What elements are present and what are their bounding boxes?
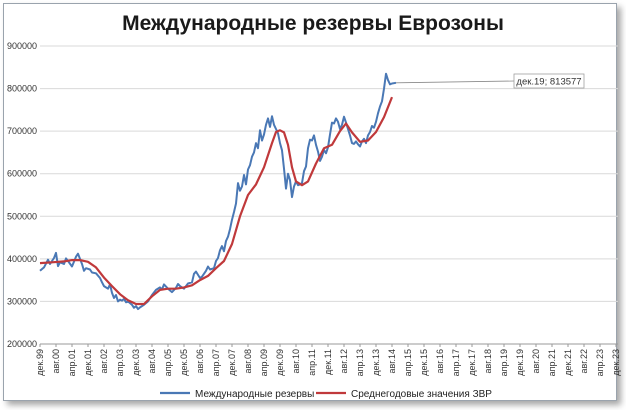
x-tick-label: авг.16 — [435, 349, 445, 373]
x-tick-label: дек.05 — [179, 349, 189, 376]
x-tick-label: апр.03 — [115, 349, 125, 376]
x-tick-label: дек.01 — [83, 349, 93, 376]
x-tick-label: апр.07 — [211, 349, 221, 376]
y-tick-label: 900000 — [7, 41, 37, 51]
x-tick-label: дек.11 — [323, 349, 333, 375]
x-tick-label: авг.02 — [99, 349, 109, 373]
callout-label: дек.19; 813577 — [516, 77, 581, 88]
x-tick-label: апр.23 — [595, 349, 605, 376]
x-tick-label: апр.17 — [451, 349, 461, 376]
legend-reserves-label: Международные резервы — [195, 389, 314, 400]
data-callout: дек.19; 813577 — [395, 73, 585, 89]
y-tick-label: 700000 — [7, 126, 37, 136]
x-tick-label: авг.08 — [243, 349, 253, 373]
x-tick-label: апр.11 — [307, 349, 317, 376]
series-lines — [39, 72, 397, 311]
x-tick-label: авг.18 — [483, 349, 493, 373]
y-tick-label: 400000 — [7, 254, 37, 264]
x-tick-label: апр.21 — [547, 349, 557, 376]
x-tick-label: апр.15 — [403, 349, 413, 376]
x-tick-label: апр.19 — [499, 349, 509, 376]
x-tick-label: авг.04 — [147, 349, 157, 373]
y-tick-label: 600000 — [7, 169, 37, 179]
y-tick-label: 500000 — [7, 211, 37, 221]
x-tick-label: авг.06 — [195, 349, 205, 373]
x-tick-label: дек.15 — [419, 349, 429, 376]
x-tick-label: апр.09 — [259, 349, 269, 376]
chart-frame — [3, 3, 617, 401]
y-axis-ticks: 200000 300000 400000 500000 600000 700000 8000… — [7, 41, 37, 349]
legend: Международные резервы Среднегодовые значе… — [160, 389, 492, 400]
x-tick-label: апр.05 — [163, 349, 173, 376]
legend-average-label: Среднегодовые значения ЗВР — [351, 389, 492, 400]
x-tick-label: авг.10 — [291, 349, 301, 373]
x-tick-label: дек.17 — [467, 349, 477, 376]
x-tick-label: дек.13 — [371, 349, 381, 376]
x-tick-label: авг.14 — [387, 349, 397, 373]
x-tick-label: апр.01 — [67, 349, 77, 376]
x-tick-label: дек.99 — [35, 349, 45, 376]
x-tick-label: дек.19 — [515, 349, 525, 376]
callout-box — [513, 73, 585, 89]
x-tick-label: дек.21 — [563, 349, 573, 376]
callout-leader — [395, 80, 515, 84]
x-tick-label: авг.20 — [531, 349, 541, 373]
x-tick-label: дек.23 — [611, 349, 621, 376]
y-tick-label: 200000 — [7, 339, 37, 349]
x-tick-label: авг.00 — [51, 349, 61, 373]
series-average-line — [39, 96, 394, 306]
chart-title: Международные резервы Еврозоны — [122, 12, 504, 35]
x-tick-label: апр.13 — [355, 349, 365, 376]
x-tick-label: дек.09 — [275, 349, 285, 376]
series-reserves-line — [39, 72, 397, 311]
x-tick-label: дек.03 — [131, 349, 141, 376]
x-axis-ticks: дек.99 авг.00 апр.01 дек.01 авг.02 апр.03 дек.… — [35, 344, 621, 376]
y-tick-label: 300000 — [7, 296, 37, 306]
x-tick-label: авг.22 — [579, 349, 589, 373]
y-tick-label: 800000 — [7, 84, 37, 94]
x-tick-label: дек.07 — [227, 349, 237, 376]
x-tick-label: авг.12 — [339, 349, 349, 373]
